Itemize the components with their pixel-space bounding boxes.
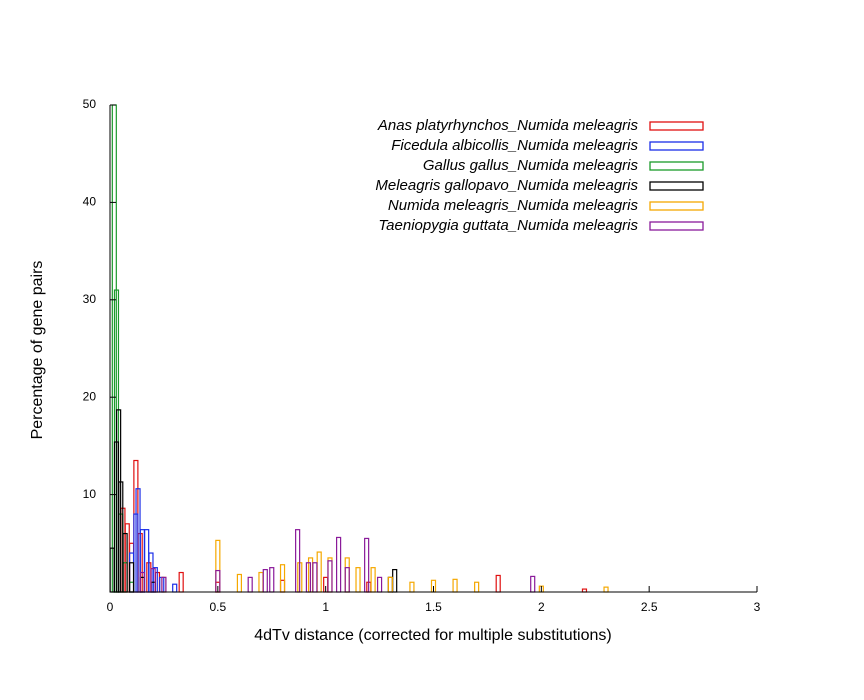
bar (336, 536, 342, 593)
x-tick-label: 0.5 (209, 600, 226, 614)
y-tick-label: 50 (83, 97, 97, 111)
legend-swatch (649, 221, 704, 231)
bar (247, 576, 253, 593)
bar (344, 557, 350, 593)
legend-swatch (649, 161, 704, 171)
y-tick-label: 20 (83, 389, 97, 403)
legend-label: Meleagris gallopavo_Numida meleagris (375, 177, 638, 194)
bar (316, 551, 322, 593)
bar (327, 557, 333, 593)
x-axis-title: 4dTv distance (corrected for multiple su… (254, 627, 611, 644)
bar (387, 576, 393, 593)
bar (452, 578, 458, 593)
y-tick-label: 40 (83, 195, 97, 209)
bar (172, 583, 178, 593)
bar (236, 573, 242, 593)
bar (344, 567, 350, 593)
legend-swatch (649, 181, 704, 191)
legend-swatch (649, 141, 704, 151)
bar (474, 581, 480, 593)
bar (215, 539, 221, 593)
bar (279, 564, 286, 593)
bar (409, 581, 415, 593)
legend-swatch (649, 121, 704, 131)
bar (128, 581, 135, 593)
bar (269, 567, 275, 593)
bar (530, 575, 536, 593)
bar (178, 571, 184, 593)
x-tick-label: 0 (107, 600, 114, 614)
bar (262, 568, 268, 593)
x-tick-label: 3 (754, 600, 761, 614)
x-tick-label: 1.5 (425, 600, 442, 614)
bar (258, 571, 264, 593)
legend-label: Ficedula albicollis_Numida meleagris (391, 137, 638, 154)
bar (128, 552, 135, 593)
bar (387, 576, 393, 593)
bar (370, 567, 376, 593)
bar (279, 579, 286, 593)
bar (355, 567, 361, 593)
x-tick-label: 2 (538, 600, 545, 614)
legend-label: Taeniopygia guttata_Numida meleagris (378, 217, 638, 234)
bar (603, 586, 609, 593)
legend-swatch (649, 201, 704, 211)
bar (128, 562, 135, 593)
bar (376, 576, 383, 593)
x-tick-label: 1 (322, 600, 329, 614)
bar (128, 542, 135, 593)
bar (327, 560, 333, 593)
bar (312, 562, 318, 593)
legend-label: Numida meleagris_Numida meleagris (388, 197, 639, 214)
y-axis-title: Percentage of gene pairs (29, 261, 46, 440)
legend-label: Gallus gallus_Numida meleagris (423, 157, 639, 174)
x-tick-label: 2.5 (641, 600, 658, 614)
bar (392, 568, 398, 593)
legend-label: Anas platyrhynchos_Numida meleagris (377, 117, 639, 134)
bar (495, 574, 501, 593)
y-tick-label: 10 (83, 487, 97, 501)
y-tick-label: 30 (83, 292, 97, 306)
